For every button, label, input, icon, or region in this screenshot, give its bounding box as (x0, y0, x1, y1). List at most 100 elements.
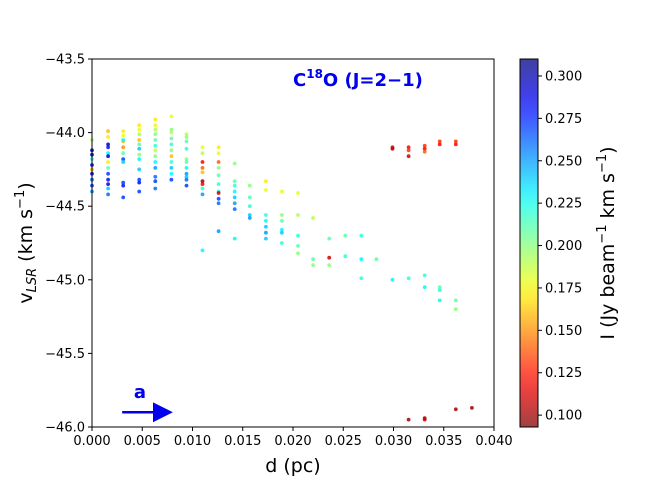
data-point (153, 143, 158, 148)
x-tick-label: 0.025 (325, 434, 362, 449)
data-point (280, 241, 284, 245)
colorbar-tick-label: 0.225 (545, 197, 582, 212)
x-tick-label: 0.040 (475, 434, 512, 449)
data-point (121, 195, 126, 200)
data-point (153, 132, 158, 137)
data-point (184, 135, 189, 139)
colorbar-tick-label: 0.250 (545, 154, 582, 169)
data-point (406, 276, 411, 281)
data-point (232, 207, 237, 212)
data-point (327, 255, 332, 260)
data-point (406, 148, 411, 153)
colorbar-label-close: ) (597, 146, 619, 153)
data-point (137, 142, 142, 147)
data-point (437, 285, 442, 290)
data-point (453, 407, 458, 412)
data-point (247, 183, 252, 188)
y-axis-label-close: ) (15, 182, 37, 189)
data-point (184, 183, 189, 188)
data-point (232, 179, 237, 184)
data-point (153, 138, 158, 142)
data-point (169, 136, 174, 141)
data-point (169, 127, 174, 132)
data-point (343, 233, 348, 238)
data-point (216, 196, 221, 201)
colorbar-tick-label: 0.125 (545, 366, 582, 381)
data-point (184, 139, 189, 144)
y-tick-label: −46.0 (45, 421, 85, 436)
y-tick-label: −44.5 (45, 200, 85, 215)
data-point (121, 183, 126, 188)
data-point (137, 127, 142, 132)
y-axis-ticks: −46.0 −45.5 −45.0 −44.5 −44.0 −43.5 (45, 53, 92, 436)
colorbar-tick-label: 0.300 (545, 69, 582, 84)
data-point (264, 213, 268, 217)
data-point (153, 123, 158, 128)
data-point (264, 188, 268, 192)
data-point (137, 167, 142, 172)
colorbar (519, 58, 539, 428)
data-point (216, 229, 221, 234)
arrow-label: a (134, 382, 146, 403)
colorbar-tick-label: 0.150 (545, 324, 582, 339)
x-tick-label: 0.035 (425, 434, 462, 449)
data-point (247, 195, 252, 200)
species-annotation-rest: O (J=2−1) (323, 70, 423, 91)
species-annotation-isotope: 18 (306, 67, 323, 81)
y-axis-label-unit: (km s (15, 209, 37, 268)
data-point (137, 157, 142, 162)
data-point (200, 248, 205, 253)
data-point (137, 138, 142, 142)
x-tick-label: 0.020 (274, 434, 311, 449)
data-point (169, 148, 174, 153)
data-point (216, 160, 221, 164)
data-point (169, 114, 174, 119)
data-point (200, 179, 205, 184)
data-point (184, 171, 189, 176)
data-point (137, 180, 142, 185)
data-point (327, 263, 332, 267)
data-point (437, 139, 442, 144)
data-point (137, 189, 142, 194)
data-point (153, 127, 158, 132)
data-point (216, 182, 221, 187)
data-point (232, 236, 237, 241)
x-tick-label: 0.015 (224, 434, 261, 449)
data-point (121, 145, 126, 150)
data-point (264, 230, 268, 235)
data-point (106, 177, 110, 182)
data-point (232, 201, 237, 206)
data-point (216, 191, 221, 195)
data-point (200, 160, 205, 164)
data-point (406, 145, 411, 150)
data-point (106, 186, 110, 191)
data-point (216, 173, 221, 178)
data-point (200, 192, 205, 197)
data-point (169, 177, 174, 182)
data-point (264, 236, 268, 241)
data-point (153, 179, 158, 184)
y-axis-label-sup: −1 (13, 190, 28, 209)
data-point (296, 233, 300, 238)
data-point (280, 227, 284, 232)
colorbar-tick-label: 0.100 (545, 409, 582, 424)
data-point (169, 130, 174, 135)
data-point (359, 276, 364, 281)
data-point (264, 224, 268, 229)
data-point (406, 417, 411, 422)
data-point (232, 183, 237, 188)
data-point (311, 216, 315, 220)
data-point (137, 123, 142, 128)
data-point (453, 298, 458, 303)
data-point (153, 174, 158, 179)
data-point (153, 154, 158, 159)
y-axis-label-sub: LSR (25, 268, 40, 293)
species-annotation-c: C (293, 70, 306, 91)
data-point (264, 219, 268, 223)
data-point (453, 307, 458, 312)
colorbar-label-sup2: −1 (595, 154, 610, 173)
y-tick-label: −45.5 (45, 347, 85, 362)
colorbar-label-mid: km s (597, 173, 619, 225)
data-point (390, 277, 395, 282)
